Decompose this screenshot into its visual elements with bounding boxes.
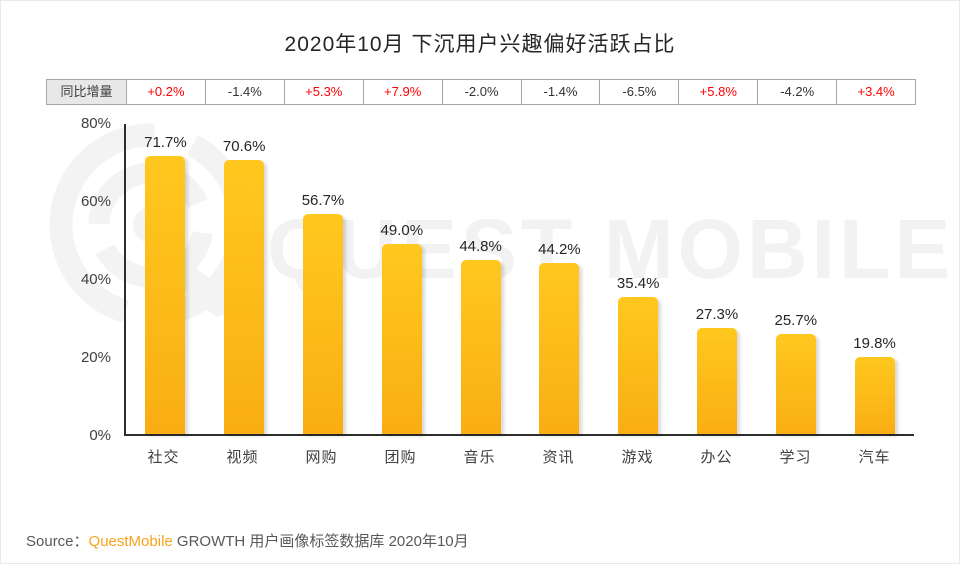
source-brand: QuestMobile xyxy=(88,533,173,550)
bar-slot: 49.0% xyxy=(362,124,441,434)
category-label: 资讯 xyxy=(542,449,575,466)
bar xyxy=(460,260,501,434)
y-axis-labels: 80% 60% 40% 20% 0% xyxy=(51,115,111,444)
bar-slot: 44.8% xyxy=(441,124,520,434)
yoy-value-cell: +5.8% xyxy=(678,79,759,105)
bar-value-label: 19.8% xyxy=(853,335,896,353)
bar-value-label: 70.6% xyxy=(222,138,266,156)
category-label: 网购 xyxy=(305,449,338,466)
y-tick-label: 20% xyxy=(80,349,111,366)
y-tick-label: 60% xyxy=(80,193,111,210)
y-tick-label: 80% xyxy=(80,115,111,132)
bar-slot: 56.7% xyxy=(284,124,363,434)
yoy-value-cell: -4.2% xyxy=(757,79,838,105)
y-tick-label: 40% xyxy=(80,271,111,288)
bar xyxy=(381,244,422,434)
bar xyxy=(224,160,265,434)
yoy-values: +0.2% -1.4% +5.3% +7.9% -2.0% -1.4% -6.5% +5.8%… xyxy=(126,79,917,105)
bar-value-label: 27.3% xyxy=(695,306,739,324)
category-label: 团购 xyxy=(384,449,417,466)
bar-slot: 25.7% xyxy=(756,124,835,434)
category-label: 学习 xyxy=(779,449,812,466)
bar-slot: 44.2% xyxy=(520,124,599,434)
source-rest: GROWTH 用户画像标签数据库 2020年10月 xyxy=(172,533,469,550)
bar xyxy=(854,357,895,434)
bar-value-label: 44.8% xyxy=(459,238,502,256)
yoy-value-cell: +7.9% xyxy=(362,79,443,105)
category-label: 办公 xyxy=(700,449,733,466)
bar-value-label: 49.0% xyxy=(380,222,424,240)
chart-title: 2020年10月 下沉用户兴趣偏好活跃占比 xyxy=(284,33,676,56)
yoy-value-cell: +0.2% xyxy=(126,79,206,105)
yoy-value-cell: -2.0% xyxy=(441,79,522,105)
bar xyxy=(618,296,659,434)
bar-value-label: 71.7% xyxy=(144,134,187,152)
bar-value-label: 56.7% xyxy=(301,192,345,210)
category-label: 游戏 xyxy=(621,449,654,466)
bar xyxy=(145,156,186,434)
yoy-value-cell: -6.5% xyxy=(599,79,680,105)
source-line: Source：QuestMobile GROWTH 用户画像标签数据库 2020… xyxy=(26,530,469,551)
bar-value-label: 35.4% xyxy=(616,274,660,292)
bar-slot: 35.4% xyxy=(599,124,678,434)
plot-area: 71.7% 70.6% 56.7% 49.0% 44.8% 44.2% 35.4% 27.3%… xyxy=(124,124,914,436)
bar xyxy=(302,214,343,434)
category-label: 音乐 xyxy=(463,449,496,466)
yoy-table: 同比增量 +0.2% -1.4% +5.3% +7.9% -2.0% -1.4% -6.5%… xyxy=(46,79,917,105)
y-tick-label: 0% xyxy=(89,427,111,444)
category-label: 社交 xyxy=(147,449,180,466)
bar-slot: 71.7% xyxy=(126,124,205,434)
category-label: 视频 xyxy=(226,449,259,466)
source-prefix: Source： xyxy=(26,533,89,550)
bar xyxy=(696,328,737,434)
bar xyxy=(539,262,580,434)
bar-value-label: 44.2% xyxy=(538,240,581,258)
watermark-text: QUEST MOBILE xyxy=(267,202,955,296)
yoy-value-cell: -1.4% xyxy=(520,79,601,105)
yoy-value-cell: -1.4% xyxy=(204,79,285,105)
category-label: 汽车 xyxy=(858,449,891,466)
category-row: 社交 视频 网购 团购 音乐 资讯 游戏 办公 学习 汽车 xyxy=(124,446,914,467)
bar xyxy=(775,334,816,434)
yoy-header-cell: 同比增量 xyxy=(46,79,127,105)
bar-slot: 70.6% xyxy=(205,124,284,434)
bar-slot: 19.8% xyxy=(835,124,914,434)
bar-slot: 27.3% xyxy=(678,124,757,434)
yoy-value-cell: +3.4% xyxy=(836,79,917,105)
yoy-value-cell: +5.3% xyxy=(283,79,364,105)
bar-value-label: 25.7% xyxy=(774,312,818,330)
